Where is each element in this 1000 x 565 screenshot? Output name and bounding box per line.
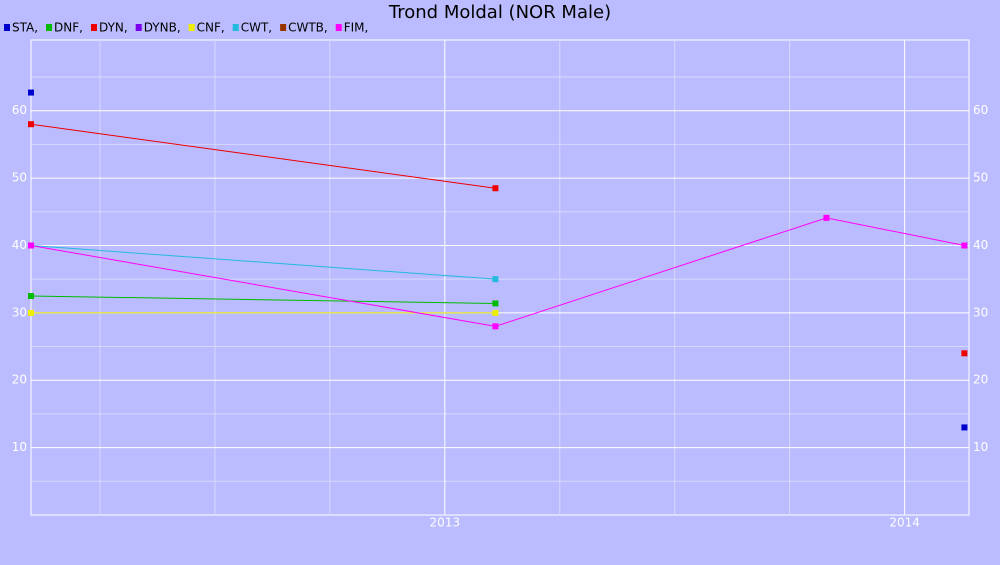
data-point bbox=[492, 276, 499, 283]
y-tick-label: 10 bbox=[12, 440, 27, 454]
legend-label: DNF, bbox=[54, 21, 83, 35]
legend-swatch bbox=[280, 24, 287, 31]
data-point bbox=[961, 350, 968, 357]
y-tick-label: 20 bbox=[12, 373, 27, 387]
data-point bbox=[823, 214, 830, 221]
series-line bbox=[30, 217, 965, 327]
plot-area bbox=[30, 39, 970, 516]
series-line bbox=[30, 295, 496, 304]
y2-tick-label: 20 bbox=[973, 373, 988, 387]
data-point bbox=[961, 424, 968, 431]
legend-swatch bbox=[46, 24, 53, 31]
data-point bbox=[492, 323, 499, 330]
legend-label: DYNB, bbox=[144, 21, 181, 35]
legend-label: CWT, bbox=[241, 21, 272, 35]
data-point bbox=[492, 309, 499, 316]
data-point bbox=[28, 121, 34, 128]
legend-swatch bbox=[4, 24, 10, 31]
chart-title: Trond Moldal (NOR Male) bbox=[388, 2, 611, 23]
data-point bbox=[28, 293, 34, 300]
x-tick-label: 2014 bbox=[889, 516, 920, 530]
legend-label: DYN, bbox=[99, 21, 128, 35]
data-point bbox=[961, 242, 968, 249]
y-tick-label: 40 bbox=[12, 238, 27, 252]
legend-swatch bbox=[335, 24, 342, 31]
legend-label: CNF, bbox=[197, 21, 225, 35]
y-tick-label: 30 bbox=[12, 305, 27, 319]
data-point bbox=[28, 89, 34, 96]
data-point bbox=[28, 309, 34, 316]
data-point bbox=[492, 300, 499, 307]
legend-label: FIM, bbox=[344, 21, 369, 35]
data-point bbox=[28, 242, 34, 249]
legend-label: STA, bbox=[12, 21, 38, 35]
legend-swatch bbox=[232, 24, 239, 31]
y2-tick-label: 10 bbox=[973, 440, 988, 454]
y-tick-label: 60 bbox=[12, 103, 27, 117]
y-tick-label: 50 bbox=[12, 171, 27, 185]
legend-swatch bbox=[188, 24, 195, 31]
data-point bbox=[492, 185, 499, 192]
y2-tick-label: 30 bbox=[973, 305, 988, 319]
legend-swatch bbox=[90, 24, 97, 31]
y2-tick-label: 50 bbox=[973, 171, 988, 185]
x-tick-label: 2013 bbox=[430, 516, 461, 530]
legend-swatch bbox=[135, 24, 142, 31]
y2-tick-label: 60 bbox=[973, 103, 988, 117]
y2-tick-label: 40 bbox=[973, 238, 988, 252]
legend-label: CWTB, bbox=[288, 21, 328, 35]
